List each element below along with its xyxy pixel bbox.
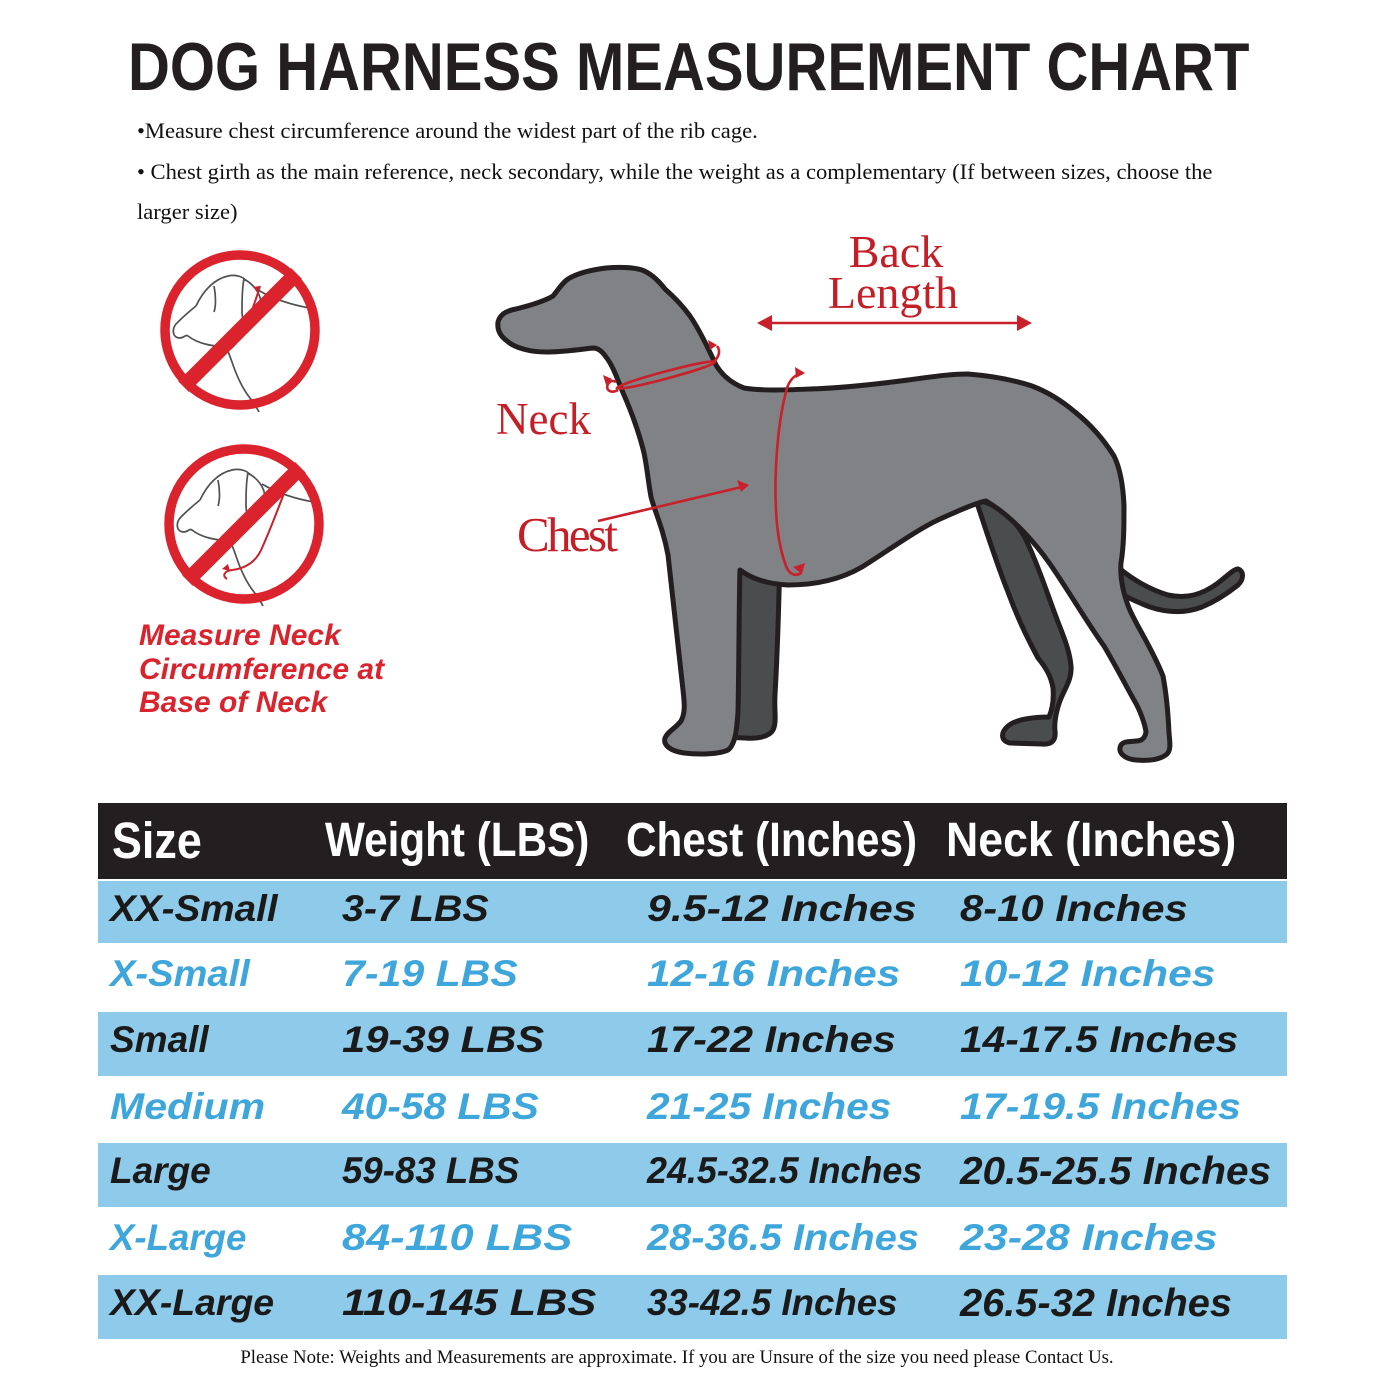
svg-text:Back: Back (849, 228, 944, 277)
svg-text:Neck: Neck (496, 394, 591, 444)
svg-text:Length: Length (828, 267, 958, 318)
svg-text:Chest: Chest (517, 507, 618, 562)
